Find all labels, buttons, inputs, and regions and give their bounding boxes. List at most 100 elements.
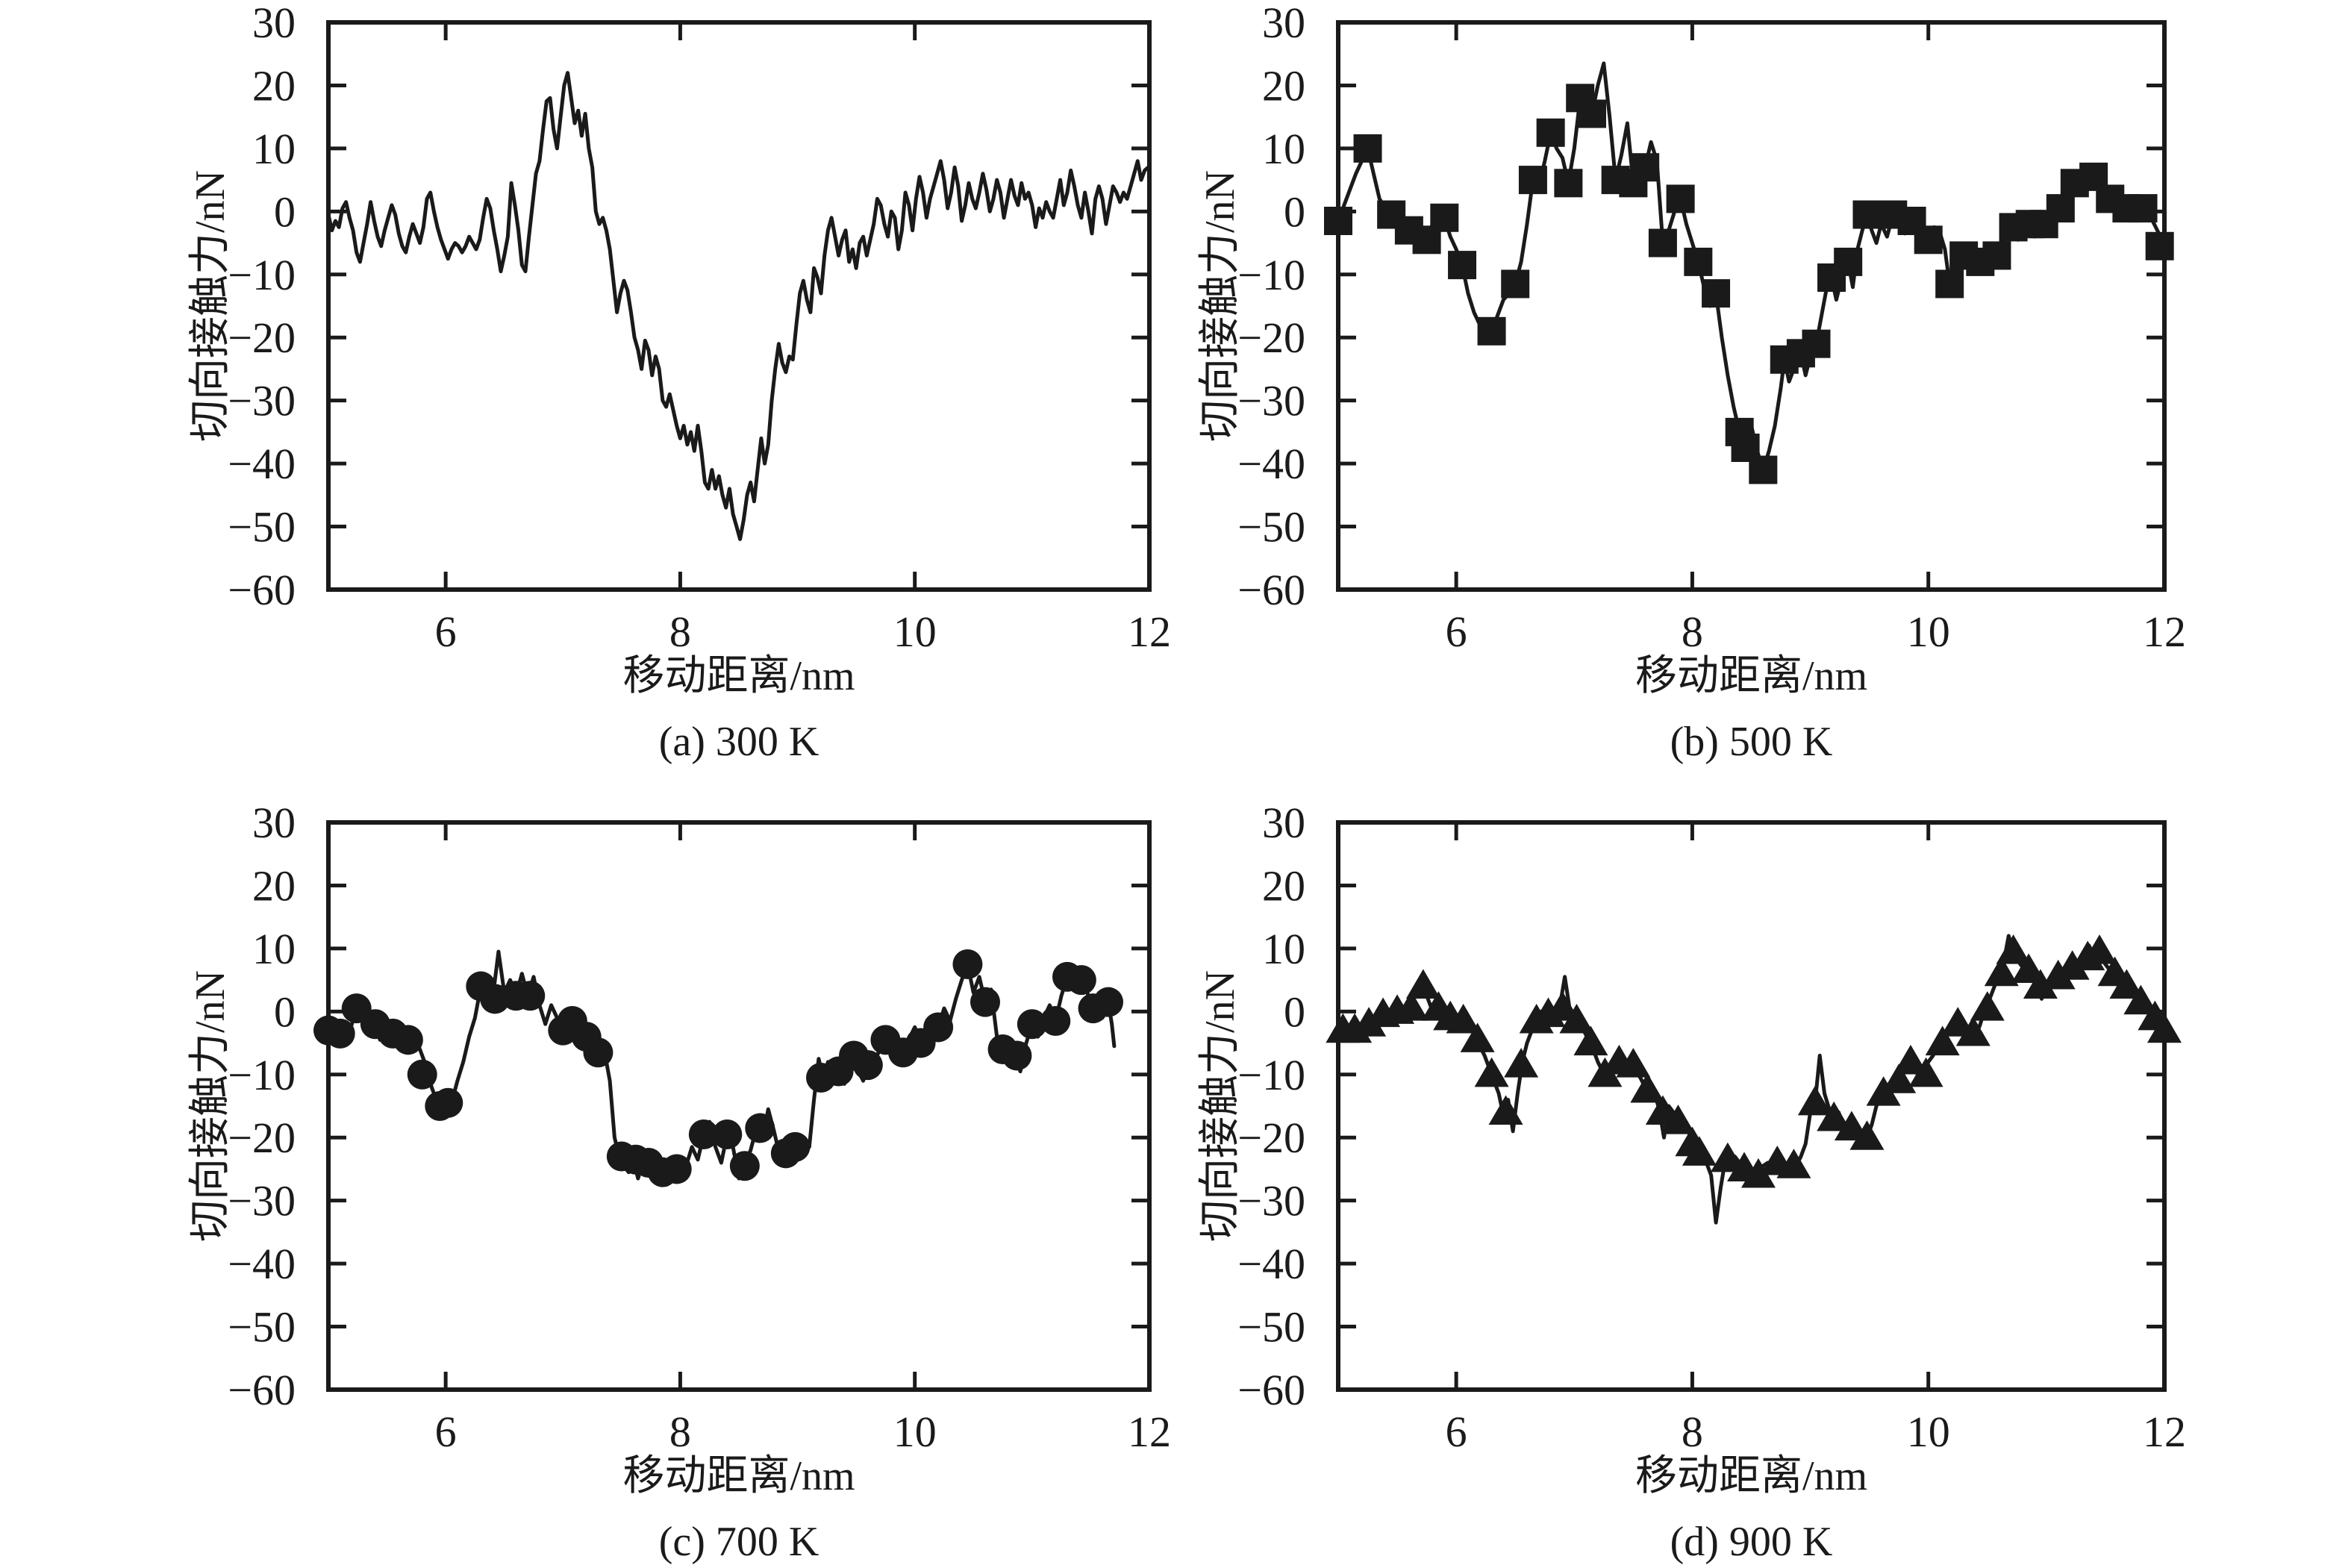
subplot-caption-b: (b) 500 K xyxy=(1670,719,1833,765)
triangle-marker xyxy=(1630,1072,1665,1103)
y-tick-label: −40 xyxy=(228,440,296,488)
triangle-marker xyxy=(1955,1016,1991,1046)
x-axis-label-a: 移动距离/nm xyxy=(622,653,855,699)
square-marker xyxy=(1324,207,1352,235)
circle-marker xyxy=(583,1037,613,1068)
x-tick-label: 8 xyxy=(1682,607,1703,656)
circle-marker xyxy=(393,1025,423,1055)
x-tick-label: 6 xyxy=(1446,1408,1467,1456)
x-tick-label: 10 xyxy=(893,1408,937,1456)
triangle-marker xyxy=(1573,1025,1608,1056)
x-axis-label-c: 移动距离/nm xyxy=(622,1453,855,1499)
y-tick-label: 0 xyxy=(1284,187,1305,236)
y-tick-label: −20 xyxy=(228,1113,296,1162)
x-tick-label: 8 xyxy=(1682,1408,1703,1456)
y-axis-label-c: 切向接触力/nN xyxy=(187,970,234,1242)
square-marker xyxy=(2046,194,2075,223)
y-tick-label: 10 xyxy=(1262,125,1305,173)
square-marker xyxy=(1501,269,1530,299)
y-tick-label: 30 xyxy=(252,799,296,847)
triangle-marker xyxy=(2147,1013,2182,1043)
subplot-caption-a: (a) 300 K xyxy=(658,719,819,765)
circle-marker xyxy=(1017,1009,1047,1040)
triangle-marker xyxy=(1996,934,2031,964)
triangle-marker xyxy=(1970,991,2005,1021)
y-tick-label: −20 xyxy=(1237,1113,1305,1162)
square-marker xyxy=(1935,269,1964,299)
square-marker xyxy=(1430,203,1459,232)
triangle-marker xyxy=(1405,969,1440,999)
square-marker xyxy=(1578,99,1607,128)
triangle-marker xyxy=(2123,984,2158,1015)
y-axis-label-a: 切向接触力/nN xyxy=(187,170,234,442)
square-marker xyxy=(1353,134,1382,163)
y-tick-label: 30 xyxy=(1262,0,1305,47)
y-tick-label: −60 xyxy=(1237,1366,1305,1414)
subplot-caption-c: (c) 700 K xyxy=(658,1519,819,1565)
y-tick-label: −50 xyxy=(228,1303,296,1352)
triangle-marker xyxy=(1488,1095,1523,1125)
data-series-line xyxy=(326,949,1117,1187)
triangle-marker xyxy=(1559,1004,1594,1034)
x-tick-label: 10 xyxy=(1907,1408,1950,1456)
y-tick-label: −60 xyxy=(228,1366,296,1414)
x-tick-label: 6 xyxy=(435,1408,457,1456)
square-marker xyxy=(1702,279,1731,308)
x-axis-label-d: 移动距离/nm xyxy=(1635,1453,1868,1499)
circle-marker xyxy=(1002,1040,1032,1071)
circle-marker xyxy=(1040,1006,1071,1036)
y-tick-label: −30 xyxy=(228,377,296,425)
y-tick-label: 30 xyxy=(1262,799,1305,847)
y-tick-label: 0 xyxy=(1284,987,1305,1036)
square-marker xyxy=(2145,231,2174,260)
square-marker xyxy=(1648,228,1677,257)
triangle-marker xyxy=(1394,991,1429,1021)
square-marker xyxy=(1852,200,1882,229)
data-series-line xyxy=(326,71,1152,541)
y-tick-label: 20 xyxy=(252,861,296,910)
circle-marker xyxy=(1093,987,1123,1017)
square-marker xyxy=(1477,316,1506,346)
x-tick-label: 12 xyxy=(1128,1408,1171,1456)
circle-marker xyxy=(970,987,1000,1017)
triangle-marker xyxy=(1460,1022,1495,1052)
y-tick-label: −10 xyxy=(228,1051,296,1099)
circle-marker xyxy=(712,1119,743,1149)
triangle-marker xyxy=(2082,934,2117,964)
circle-marker xyxy=(325,1018,355,1049)
triangle-marker xyxy=(1984,956,2019,987)
x-tick-label: 6 xyxy=(1446,607,1467,656)
square-marker xyxy=(1554,169,1583,198)
circle-marker xyxy=(729,1151,760,1181)
square-marker xyxy=(1802,329,1831,358)
triangle-marker xyxy=(1352,1007,1387,1037)
square-marker xyxy=(1749,455,1778,484)
circle-marker xyxy=(923,1012,954,1043)
y-tick-label: −30 xyxy=(1237,1177,1305,1225)
triangle-marker xyxy=(1616,1048,1651,1078)
circle-marker xyxy=(1066,965,1096,996)
circle-marker xyxy=(661,1154,692,1184)
triangle-marker xyxy=(1882,1063,1917,1093)
triangle-marker xyxy=(1849,1120,1885,1150)
x-tick-label: 12 xyxy=(2143,607,2186,656)
x-tick-label: 10 xyxy=(1907,607,1950,656)
circle-marker xyxy=(952,949,983,979)
x-tick-label: 12 xyxy=(1128,607,1171,656)
triangle-marker xyxy=(1925,1025,1960,1056)
triangle-marker xyxy=(1545,991,1580,1021)
y-tick-label: −20 xyxy=(1237,313,1305,362)
square-marker xyxy=(1834,247,1863,276)
square-marker xyxy=(1536,118,1565,147)
plot-box xyxy=(1336,820,2167,1392)
circle-marker xyxy=(688,1119,719,1149)
circle-marker xyxy=(745,1113,775,1143)
y-axis-label-b: 切向接触力/nN xyxy=(1197,170,1243,442)
plot-box xyxy=(326,820,1152,1392)
circle-marker xyxy=(852,1050,883,1081)
triangle-marker xyxy=(2109,969,2144,999)
y-axis-label-d: 切向接触力/nN xyxy=(1197,970,1243,1242)
y-tick-label: −10 xyxy=(228,251,296,299)
square-marker xyxy=(2129,194,2158,223)
